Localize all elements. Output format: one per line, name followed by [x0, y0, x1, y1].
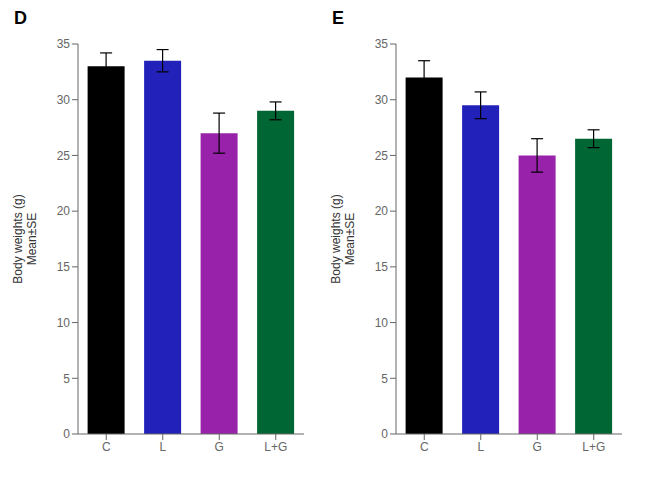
svg-text:10: 10	[57, 316, 71, 330]
svg-text:L: L	[159, 440, 166, 454]
svg-text:G: G	[533, 440, 542, 454]
svg-text:L: L	[477, 440, 484, 454]
svg-text:35: 35	[57, 37, 71, 51]
svg-text:0: 0	[381, 427, 388, 441]
svg-text:25: 25	[375, 149, 389, 163]
svg-text:30: 30	[57, 93, 71, 107]
svg-text:35: 35	[375, 37, 389, 51]
svg-text:Body weights (g)Mean±SE: Body weights (g)Mean±SE	[329, 194, 357, 283]
svg-text:20: 20	[375, 204, 389, 218]
svg-text:25: 25	[57, 149, 71, 163]
html-text:E: E	[332, 8, 344, 28]
svg-text:C: C	[420, 440, 429, 454]
svg-text:15: 15	[375, 260, 389, 274]
svg-text:10: 10	[375, 316, 389, 330]
svg-text:20: 20	[57, 204, 71, 218]
svg-text:Body weights (g)Mean±SE: Body weights (g)Mean±SE	[11, 194, 39, 283]
svg-text:15: 15	[57, 260, 71, 274]
svg-text:5: 5	[63, 372, 70, 386]
svg-text:30: 30	[375, 93, 389, 107]
svg-text:5: 5	[381, 372, 388, 386]
svg-text:C: C	[102, 440, 111, 454]
html-text:D: D	[14, 8, 27, 28]
svg-text:L+G: L+G	[582, 440, 605, 454]
svg-text:G: G	[215, 440, 224, 454]
svg-text:0: 0	[63, 427, 70, 441]
svg-text:L+G: L+G	[264, 440, 287, 454]
